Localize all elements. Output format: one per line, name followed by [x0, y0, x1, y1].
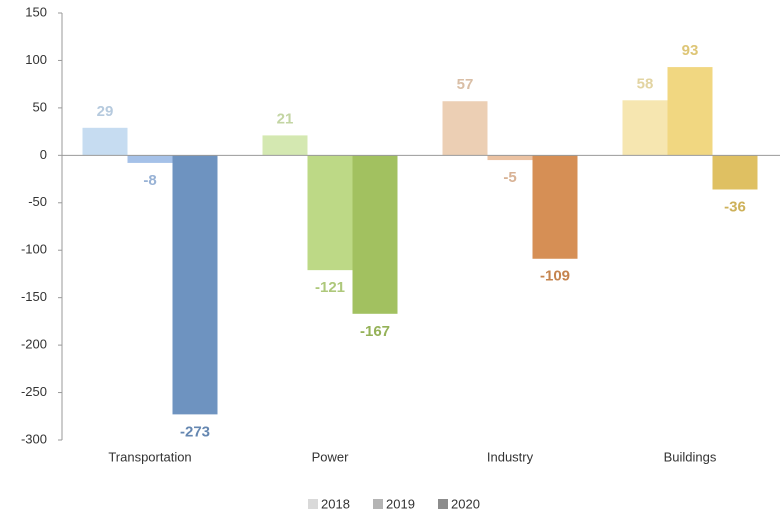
y-tick-label: -200 — [21, 337, 47, 352]
data-label: -121 — [315, 279, 345, 296]
y-tick-label: -300 — [21, 431, 47, 446]
y-tick-label: -150 — [21, 289, 47, 304]
bar — [172, 155, 218, 415]
data-label: 29 — [97, 103, 114, 120]
y-tick-label: -50 — [28, 194, 47, 209]
legend-swatch — [373, 499, 383, 509]
bar — [262, 135, 308, 156]
data-label: -5 — [503, 169, 516, 186]
bar — [712, 155, 758, 190]
data-label: -273 — [180, 423, 210, 440]
data-label: 57 — [457, 76, 474, 93]
data-label: -109 — [540, 268, 570, 285]
data-label: -167 — [360, 323, 390, 340]
x-tick-label: Industry — [487, 449, 534, 464]
data-label: 93 — [682, 42, 699, 59]
data-label: -36 — [724, 198, 746, 215]
x-tick-label: Transportation — [108, 449, 191, 464]
bar — [82, 127, 128, 156]
legend-label: 2018 — [321, 496, 350, 511]
data-label: 21 — [277, 110, 294, 127]
y-tick-label: -100 — [21, 242, 47, 257]
data-label: 58 — [637, 75, 654, 92]
bar — [442, 101, 488, 156]
bar — [487, 155, 533, 161]
x-tick-label: Power — [312, 449, 350, 464]
y-tick-label: 100 — [25, 52, 47, 67]
data-label: -8 — [143, 172, 156, 189]
x-tick-label: Buildings — [664, 449, 717, 464]
legend-swatch — [438, 499, 448, 509]
bar — [532, 155, 578, 259]
y-tick-label: 50 — [33, 99, 47, 114]
bar — [352, 155, 398, 314]
y-tick-label: 150 — [25, 4, 47, 19]
legend-swatch — [308, 499, 318, 509]
bar — [622, 100, 668, 156]
legend-label: 2020 — [451, 496, 480, 511]
legend-label: 2019 — [386, 496, 415, 511]
y-tick-label: -250 — [21, 384, 47, 399]
y-tick-label: 0 — [40, 147, 47, 162]
bar — [307, 155, 353, 271]
bar — [667, 67, 713, 156]
bar — [127, 155, 173, 163]
